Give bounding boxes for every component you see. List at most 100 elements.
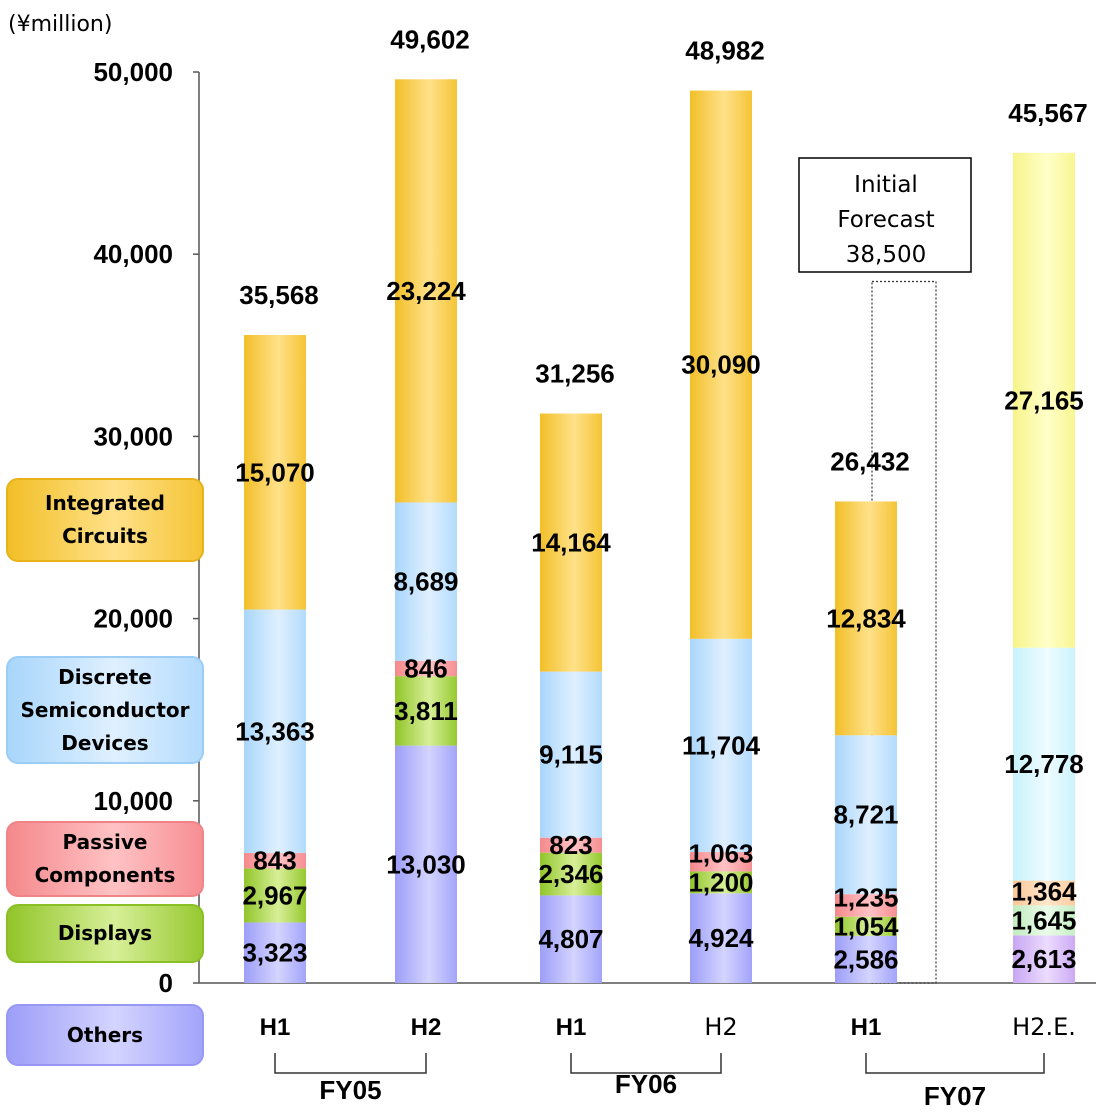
group-label: FY07 [924,1081,986,1111]
bar-segment-others [690,893,752,983]
bar-segment-integrated-circuits [1013,152,1075,648]
legend-passive-components: Passive Components [6,821,204,897]
segment-value-label: 2,967 [242,880,307,910]
bar-segment-integrated-circuits [244,334,306,610]
bar-segment-others [835,935,897,983]
y-tick-label: 0 [159,968,173,998]
segment-value-label: 843 [253,846,296,876]
total-value-label: 45,567 [1008,98,1088,128]
bar-segment-others [244,922,306,983]
legend-ic-line-2: Circuits [62,524,148,548]
bar-segment-integrated-circuits [835,501,897,736]
segment-value-label: 4,807 [538,924,603,954]
segment-value-label: 1,235 [833,882,898,912]
bar-segment-passive-components [1013,880,1075,906]
y-tick-label: 50,000 [93,57,173,87]
total-value-label: 26,432 [830,446,910,476]
segment-value-label: 12,778 [1004,749,1084,779]
legend-ic-line-1: Integrated [45,491,165,515]
segment-value-label: 23,224 [386,276,466,306]
x-category-label: H2 [411,1014,442,1041]
segment-value-label: 1,200 [688,867,753,897]
legend-discrete-line-2: Semiconductor [20,697,190,722]
bar-segment-passive-components [395,660,457,677]
bar-segment-displays [690,871,752,894]
group-bracket [570,1053,722,1074]
bar-segment-discrete-semiconductor-devices [835,735,897,895]
legend-others-line-1: Others [66,1022,144,1047]
segment-value-label: 1,645 [1011,905,1076,935]
y-tick-label: 30,000 [93,421,173,451]
segment-value-label: 823 [549,830,592,860]
forecast-callout-text: 38,500 [846,242,926,268]
bar-segment-others [1013,935,1075,983]
legend-passive-line-1: Passive [62,830,148,854]
bar-segment-discrete-semiconductor-devices [395,502,457,661]
forecast-callout-text: Forecast [837,207,934,233]
legend-displays: Displays [6,904,204,963]
legend-integrated-circuits: Integrated Circuits [6,478,204,562]
bar-segment-integrated-circuits [690,90,752,639]
legend-discrete-line-3: Devices [61,730,149,755]
bar-segment-displays [1013,905,1075,936]
x-category-label: H1 [851,1014,882,1041]
bar-segment-integrated-circuits [540,413,602,672]
segment-value-label: 3,323 [242,938,307,968]
segment-value-label: 1,054 [833,911,899,941]
segment-value-label: 13,363 [235,716,315,746]
y-tick-label: 10,000 [93,786,173,816]
total-value-label: 48,982 [685,36,765,66]
x-category-label: H1 [556,1014,587,1041]
forecast-callout-text: Initial [854,172,918,198]
group-bracket [865,1053,1045,1074]
legend-discrete-line-1: Discrete [58,664,152,689]
bar-segment-displays [835,916,897,936]
bar-segment-passive-components [835,894,897,917]
segment-value-label: 8,721 [833,800,898,830]
y-tick-label: 40,000 [93,239,173,269]
forecast-callout-box [798,157,972,273]
bar-segment-others [540,895,602,983]
y-tick-label: 20,000 [93,604,173,634]
segment-value-label: 846 [404,653,447,683]
segment-value-label: 4,924 [688,923,754,953]
legend-displays-line-1: Displays [57,921,153,945]
total-value-label: 31,256 [535,359,615,389]
legend-passive-line-2: Components [34,863,176,887]
bar-segment-displays [395,676,457,746]
bar-segment-discrete-semiconductor-devices [244,609,306,854]
x-category-label: H1 [260,1014,291,1041]
bar-segment-others [395,745,457,983]
segment-value-label: 11,704 [682,730,761,760]
bar-segment-displays [540,852,602,896]
x-category-label: H2 [704,1013,737,1041]
bar-segment-discrete-semiconductor-devices [1013,647,1075,881]
segment-value-label: 8,689 [393,567,458,597]
segment-value-label: 9,115 [539,740,603,770]
segment-value-label: 15,070 [235,457,315,487]
total-value-label: 49,602 [390,24,470,54]
segment-value-label: 3,811 [394,696,458,726]
bar-segment-passive-components [690,852,752,872]
segment-value-label: 1,364 [1011,876,1077,906]
group-bracket [274,1053,427,1074]
legend-discrete-semiconductor-devices: Discrete Semiconductor Devices [6,656,204,764]
group-label: FY06 [615,1069,677,1099]
segment-value-label: 13,030 [386,849,466,879]
segment-value-label: 30,090 [681,350,761,380]
bar-segment-discrete-semiconductor-devices [540,671,602,838]
segment-value-label: 27,165 [1004,385,1084,415]
bar-segment-discrete-semiconductor-devices [690,638,752,853]
segment-value-label: 2,586 [833,944,898,974]
segment-value-label: 14,164 [531,528,611,558]
bar-segment-integrated-circuits [395,79,457,503]
group-label: FY05 [319,1075,381,1105]
bar-segment-passive-components [244,853,306,869]
segment-value-label: 1,063 [688,838,753,868]
segment-value-label: 12,834 [826,603,906,633]
segment-value-label: 2,346 [538,859,603,889]
segment-value-label: 2,613 [1011,944,1076,974]
total-value-label: 35,568 [239,280,319,310]
bar-segment-displays [244,868,306,923]
